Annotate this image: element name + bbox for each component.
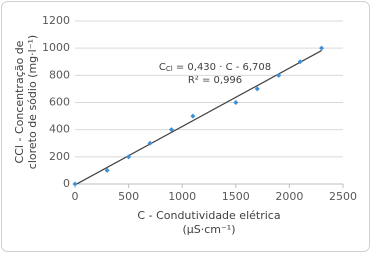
point [190,113,196,119]
point [276,72,282,78]
x-tick-label: 1500 [222,190,250,203]
x-tick-label: 2500 [329,190,357,203]
x-axis-label: C - Condutividade elétrica [137,209,280,222]
y-tick-label: 0 [63,177,70,190]
equation-sub: Cl [166,65,173,73]
point [319,45,325,51]
r-squared: R² = 0,996 [188,75,242,86]
y-tick-label: 1000 [42,41,70,54]
point [104,167,110,173]
y-tick-label: 1200 [42,14,70,27]
point [72,181,78,187]
x-tick-label: 500 [118,190,139,203]
x-tick-label: 1000 [168,190,196,203]
fit-line [74,50,322,186]
y-tick-label: 800 [49,68,70,81]
x-tick-label: 2000 [275,190,303,203]
y-axis-label: CCl - Concentração de [13,40,26,163]
point [254,86,260,92]
point [168,127,174,133]
point [297,59,303,65]
equation-lead: C [159,62,166,73]
point [147,140,153,146]
x-axis-label: (µS·cm⁻¹) [182,223,235,236]
y-axis-label: cloreto de sódio (mg·l⁻¹) [26,35,39,169]
y-tick-label: 600 [49,96,70,109]
y-tick-label: 200 [49,150,70,163]
x-tick-label: 0 [72,190,79,203]
point [126,154,132,160]
equation-rest: = 0,430 · C - 6,708 [173,62,271,73]
y-tick-label: 400 [49,123,70,136]
point [233,100,239,105]
equation: CCl = 0,430 · C - 6,708 [159,62,271,73]
